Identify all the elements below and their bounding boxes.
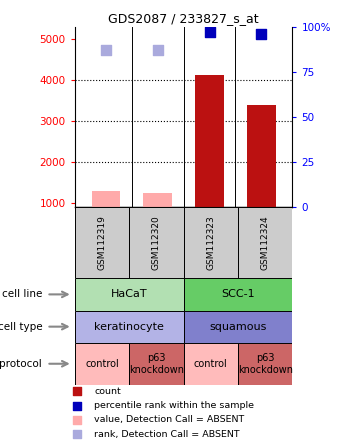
Text: percentile rank within the sample: percentile rank within the sample bbox=[95, 401, 254, 410]
Text: HaCaT: HaCaT bbox=[111, 289, 148, 299]
Bar bbox=[247, 106, 275, 207]
Text: GSM112324: GSM112324 bbox=[261, 215, 270, 270]
FancyBboxPatch shape bbox=[129, 343, 184, 385]
Text: protocol: protocol bbox=[0, 359, 42, 369]
FancyBboxPatch shape bbox=[75, 310, 184, 343]
Text: squamous: squamous bbox=[209, 321, 267, 332]
Bar bbox=[195, 75, 224, 207]
FancyBboxPatch shape bbox=[184, 207, 238, 278]
Point bbox=[103, 47, 108, 54]
Point bbox=[259, 30, 264, 37]
Text: GSM112319: GSM112319 bbox=[98, 215, 106, 270]
Text: rank, Detection Call = ABSENT: rank, Detection Call = ABSENT bbox=[95, 430, 240, 439]
Text: control: control bbox=[194, 359, 228, 369]
Text: cell type: cell type bbox=[0, 321, 42, 332]
Point bbox=[155, 47, 160, 54]
Text: p63
knockdown: p63 knockdown bbox=[129, 353, 184, 375]
FancyBboxPatch shape bbox=[184, 310, 292, 343]
FancyBboxPatch shape bbox=[75, 343, 129, 385]
Text: keratinocyte: keratinocyte bbox=[94, 321, 164, 332]
FancyBboxPatch shape bbox=[184, 343, 238, 385]
Text: cell line: cell line bbox=[2, 289, 42, 299]
Text: control: control bbox=[85, 359, 119, 369]
Title: GDS2087 / 233827_s_at: GDS2087 / 233827_s_at bbox=[108, 12, 259, 25]
FancyBboxPatch shape bbox=[238, 343, 292, 385]
Point bbox=[201, 99, 206, 107]
FancyBboxPatch shape bbox=[75, 278, 184, 310]
Text: GSM112323: GSM112323 bbox=[206, 215, 215, 270]
FancyBboxPatch shape bbox=[75, 207, 129, 278]
FancyBboxPatch shape bbox=[129, 207, 184, 278]
Text: value, Detection Call = ABSENT: value, Detection Call = ABSENT bbox=[95, 415, 245, 424]
Text: p63
knockdown: p63 knockdown bbox=[238, 353, 293, 375]
Bar bbox=[92, 191, 120, 207]
Text: GSM112320: GSM112320 bbox=[152, 215, 161, 270]
FancyBboxPatch shape bbox=[184, 278, 292, 310]
Point bbox=[201, 229, 206, 236]
Point bbox=[207, 28, 212, 36]
Bar bbox=[143, 193, 172, 207]
Text: SCC-1: SCC-1 bbox=[221, 289, 255, 299]
FancyBboxPatch shape bbox=[238, 207, 292, 278]
Point bbox=[201, 359, 206, 366]
Text: count: count bbox=[95, 387, 121, 396]
